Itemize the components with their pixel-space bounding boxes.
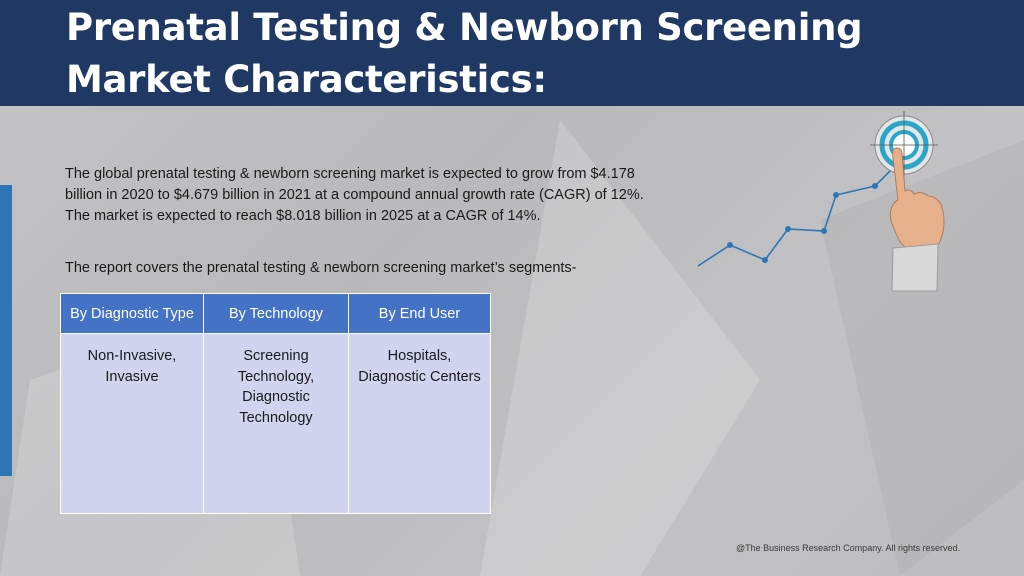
cell-end-user: Hospitals, Diagnostic Centers — [348, 333, 491, 514]
growth-points — [727, 183, 878, 263]
header-technology: By Technology — [203, 293, 349, 334]
target-icon — [870, 111, 938, 179]
segments-table: By Diagnostic Type By Technology By End … — [60, 293, 491, 514]
market-summary-paragraph: The global prenatal testing & newborn sc… — [65, 166, 644, 224]
title-banner: Prenatal Testing & Newborn Screening Mar… — [0, 0, 1024, 106]
copyright-footer: @The Business Research Company. All righ… — [736, 543, 961, 553]
cell-diagnostic-type: Non-Invasive, Invasive — [60, 333, 204, 514]
header-end-user: By End User — [348, 293, 491, 334]
left-accent-bar — [0, 185, 12, 476]
pointing-hand-icon — [889, 147, 945, 292]
page-title: Prenatal Testing & Newborn Screening Mar… — [66, 6, 863, 101]
cell-technology: Screening Technology, Diagnostic Technol… — [203, 333, 349, 514]
segments-header-row: By Diagnostic Type By Technology By End … — [60, 293, 491, 334]
growth-line — [697, 152, 909, 267]
segments-data-row: Non-Invasive, Invasive Screening Technol… — [60, 333, 491, 514]
growth-chart-target-hand-icon — [697, 111, 945, 292]
segments-intro-text: The report covers the prenatal testing &… — [65, 260, 577, 276]
header-diagnostic-type: By Diagnostic Type — [60, 293, 204, 334]
